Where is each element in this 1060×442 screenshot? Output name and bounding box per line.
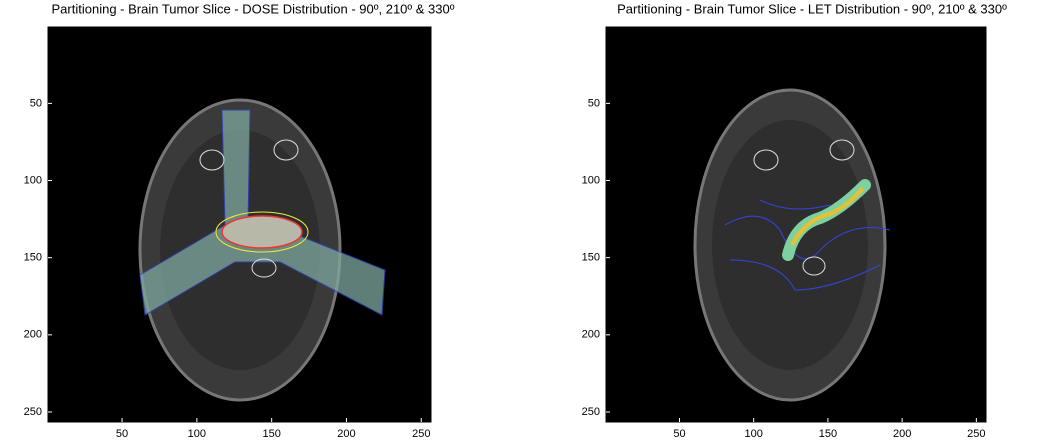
y-tick-label: 150	[582, 252, 600, 264]
panel: Partitioning - Brain Tumor Slice - LET D…	[582, 1, 1007, 440]
dose-beams	[139, 109, 386, 316]
organ-contour	[829, 139, 855, 161]
let-contours	[724, 199, 891, 291]
panel: Partitioning - Brain Tumor Slice - DOSE …	[24, 1, 455, 440]
y-tick-label: 250	[24, 406, 42, 418]
x-tick-label: 100	[745, 428, 763, 440]
x-tick-label: 150	[819, 428, 837, 440]
x-tick-label: 100	[188, 428, 206, 440]
x-tick-label: 50	[673, 428, 685, 440]
y-tick-label: 100	[24, 174, 42, 186]
let-hotspot	[790, 186, 865, 246]
y-tick-label: 200	[24, 329, 42, 341]
organ-contour	[273, 139, 299, 161]
axes-box	[605, 26, 987, 423]
axes-box	[47, 26, 432, 423]
organ-contour	[199, 149, 225, 171]
dose-hotspot	[221, 215, 303, 249]
chart-title: Partitioning - Brain Tumor Slice - DOSE …	[52, 1, 455, 16]
x-tick-label: 250	[412, 428, 430, 440]
chart-title: Partitioning - Brain Tumor Slice - LET D…	[617, 1, 1007, 16]
y-tick-label: 100	[582, 174, 600, 186]
y-tick-label: 50	[588, 97, 600, 109]
organ-contour	[802, 256, 826, 276]
y-tick-label: 150	[24, 252, 42, 264]
dose-isoline	[215, 211, 309, 253]
x-tick-label: 250	[967, 428, 985, 440]
x-tick-label: 50	[116, 428, 128, 440]
y-tick-label: 250	[582, 406, 600, 418]
x-tick-label: 200	[337, 428, 355, 440]
y-tick-label: 200	[582, 329, 600, 341]
y-tick-label: 50	[30, 97, 42, 109]
x-tick-label: 150	[262, 428, 280, 440]
organ-contour	[753, 149, 779, 171]
organ-contour	[251, 258, 277, 278]
x-tick-label: 200	[893, 428, 911, 440]
